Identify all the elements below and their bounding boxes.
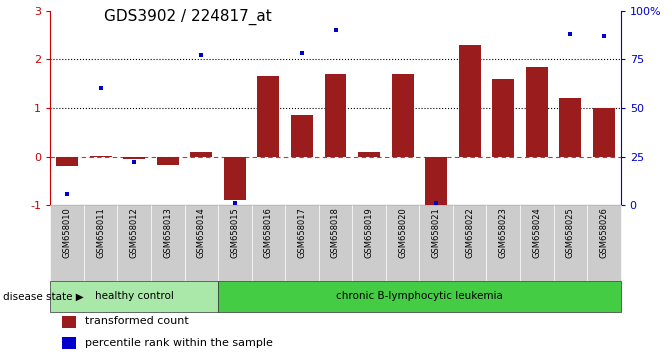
- Bar: [285, 205, 319, 281]
- Bar: [493, 79, 514, 156]
- Bar: [325, 74, 346, 156]
- Bar: [151, 205, 185, 281]
- Text: GSM658020: GSM658020: [398, 207, 407, 258]
- Bar: [218, 281, 621, 312]
- Bar: [123, 156, 145, 159]
- Bar: [593, 108, 615, 156]
- Text: GSM658025: GSM658025: [566, 207, 575, 258]
- Text: healthy control: healthy control: [95, 291, 174, 302]
- Bar: [224, 156, 246, 200]
- Bar: [291, 115, 313, 156]
- Bar: [425, 156, 447, 205]
- Bar: [526, 67, 548, 156]
- Bar: [84, 205, 117, 281]
- Bar: [62, 316, 76, 328]
- Bar: [50, 205, 84, 281]
- Bar: [419, 205, 453, 281]
- Text: GSM658026: GSM658026: [599, 207, 609, 258]
- Bar: [486, 205, 520, 281]
- Text: disease state ▶: disease state ▶: [3, 291, 84, 302]
- Bar: [520, 205, 554, 281]
- Bar: [358, 152, 380, 156]
- Bar: [459, 45, 480, 156]
- Bar: [185, 205, 218, 281]
- Bar: [386, 205, 419, 281]
- Bar: [252, 205, 285, 281]
- Bar: [352, 205, 386, 281]
- Bar: [453, 205, 486, 281]
- Text: GSM658010: GSM658010: [62, 207, 72, 258]
- Bar: [50, 281, 218, 312]
- Text: transformed count: transformed count: [85, 316, 189, 326]
- Text: GSM658023: GSM658023: [499, 207, 508, 258]
- Text: chronic B-lymphocytic leukemia: chronic B-lymphocytic leukemia: [336, 291, 503, 302]
- Text: GSM658018: GSM658018: [331, 207, 340, 258]
- Text: GSM658015: GSM658015: [230, 207, 240, 258]
- Text: GSM658016: GSM658016: [264, 207, 273, 258]
- Bar: [560, 98, 581, 156]
- Text: percentile rank within the sample: percentile rank within the sample: [85, 338, 272, 348]
- Bar: [587, 205, 621, 281]
- Bar: [157, 156, 178, 165]
- Bar: [319, 205, 352, 281]
- Text: GSM658024: GSM658024: [532, 207, 541, 258]
- Text: GSM658021: GSM658021: [431, 207, 441, 258]
- Text: GSM658011: GSM658011: [96, 207, 105, 258]
- Bar: [218, 205, 252, 281]
- Bar: [117, 205, 151, 281]
- Text: GSM658013: GSM658013: [163, 207, 172, 258]
- Bar: [392, 74, 413, 156]
- Bar: [554, 205, 587, 281]
- Text: GSM658012: GSM658012: [130, 207, 139, 258]
- Bar: [62, 337, 76, 349]
- Text: GSM658017: GSM658017: [297, 207, 307, 258]
- Bar: [56, 156, 78, 166]
- Text: GSM658014: GSM658014: [197, 207, 206, 258]
- Bar: [191, 152, 212, 156]
- Text: GSM658019: GSM658019: [364, 207, 374, 258]
- Text: GSM658022: GSM658022: [465, 207, 474, 258]
- Text: GDS3902 / 224817_at: GDS3902 / 224817_at: [104, 9, 272, 25]
- Bar: [258, 76, 279, 156]
